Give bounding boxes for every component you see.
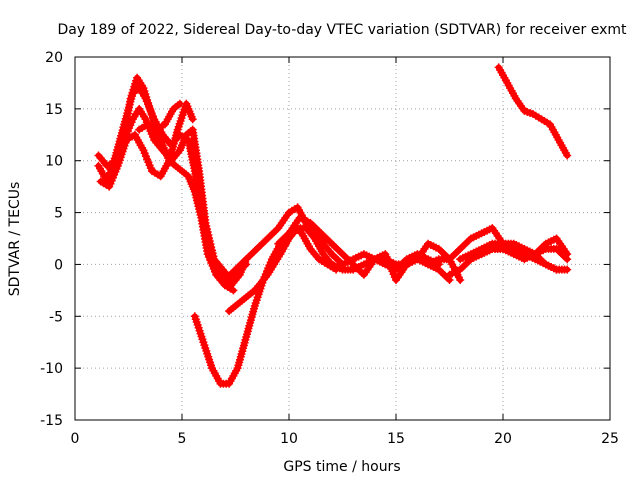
series-track bbox=[120, 73, 238, 295]
x-tick-label: 5 bbox=[178, 431, 187, 447]
y-tick-label: -15 bbox=[40, 413, 63, 429]
y-tick-label: 5 bbox=[54, 206, 63, 222]
y-tick-label: -5 bbox=[49, 309, 63, 325]
data-series bbox=[94, 63, 572, 388]
axis-ticks: 0 5 10 15 20 25 -15 -10 -5 0 5 10 15 20 bbox=[40, 50, 619, 447]
y-axis-label: SDTVAR / TECUs bbox=[7, 182, 23, 297]
series-markers bbox=[494, 63, 572, 160]
series-track bbox=[135, 99, 184, 134]
series-markers bbox=[225, 224, 454, 316]
series-markers bbox=[120, 73, 238, 295]
series-track bbox=[220, 203, 443, 284]
y-tick-label: 20 bbox=[45, 50, 63, 66]
y-tick-label: -10 bbox=[40, 361, 63, 377]
y-tick-label: 10 bbox=[45, 154, 63, 170]
series-track bbox=[494, 63, 572, 160]
series-track bbox=[96, 99, 197, 191]
series-track bbox=[477, 244, 561, 274]
series-track bbox=[274, 213, 465, 284]
x-tick-label: 0 bbox=[71, 431, 80, 447]
series-markers bbox=[96, 99, 197, 191]
x-tick-label: 15 bbox=[387, 431, 405, 447]
chart-title: Day 189 of 2022, Sidereal Day-to-day VTE… bbox=[58, 22, 628, 38]
series-markers bbox=[274, 213, 465, 284]
series-markers bbox=[135, 99, 184, 134]
y-tick-label: 0 bbox=[54, 257, 63, 273]
x-tick-label: 20 bbox=[494, 431, 512, 447]
x-tick-label: 10 bbox=[280, 431, 298, 447]
series-line bbox=[136, 100, 183, 133]
series-markers bbox=[220, 203, 443, 284]
plot-frame bbox=[74, 56, 611, 421]
x-axis-label: GPS time / hours bbox=[283, 459, 400, 475]
series-markers bbox=[477, 244, 561, 274]
y-tick-label: 15 bbox=[45, 102, 63, 118]
x-tick-label: 25 bbox=[601, 431, 619, 447]
